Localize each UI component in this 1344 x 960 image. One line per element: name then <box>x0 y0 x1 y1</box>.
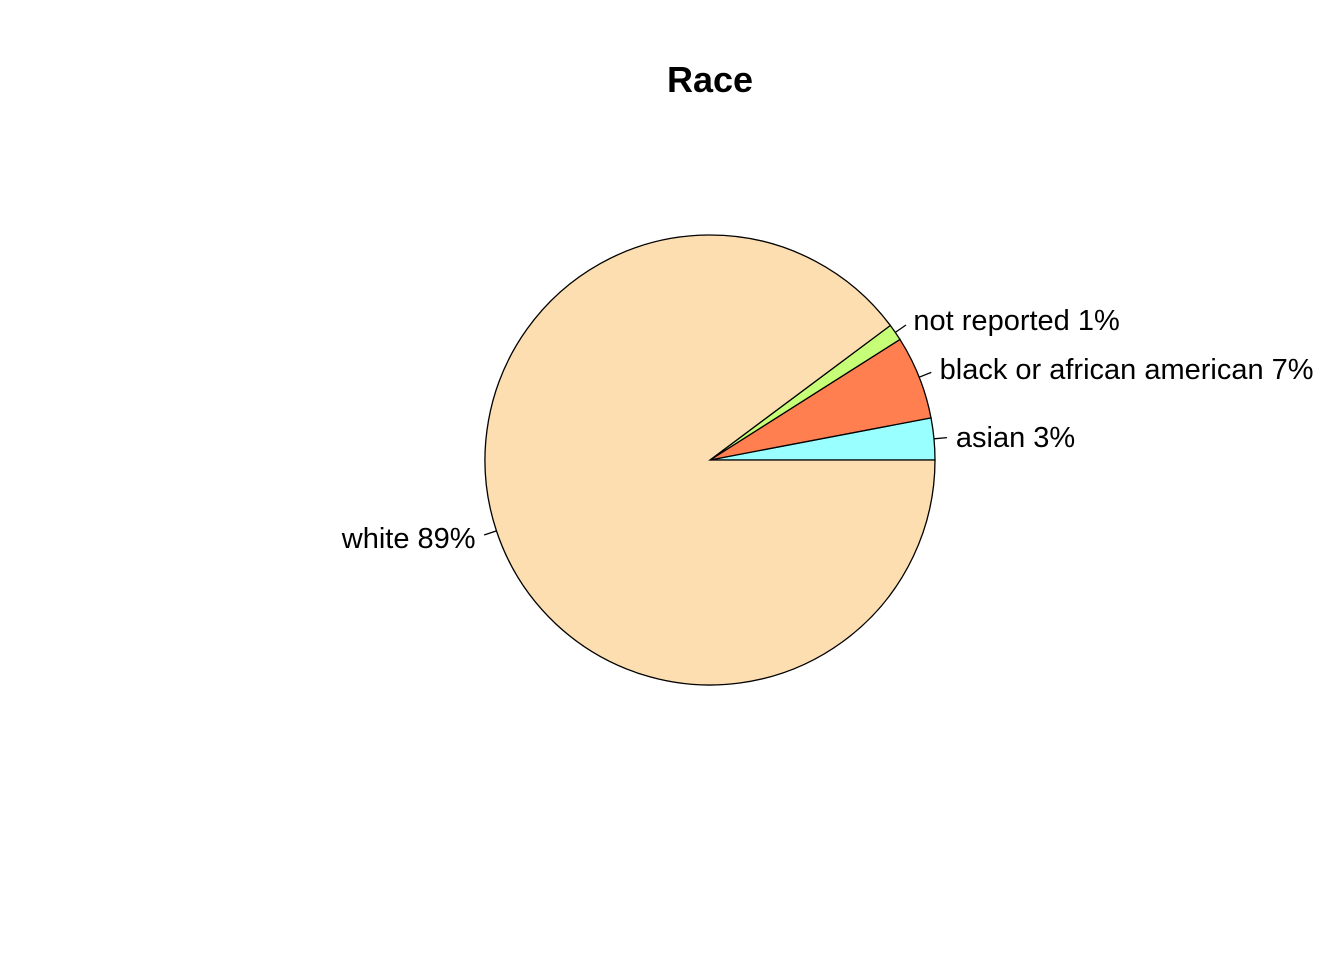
slice-label-1: black or african american 7% <box>940 354 1314 386</box>
slice-label-0: asian 3% <box>956 422 1075 454</box>
pie-slice-3 <box>484 234 936 686</box>
slice-leader-3 <box>483 530 497 536</box>
slice-leader-0 <box>933 436 948 440</box>
slice-labels: asian 3% black or african american 7% not … <box>341 305 1314 555</box>
chart-title: Race <box>667 59 753 100</box>
pie-slices <box>484 234 936 686</box>
slice-label-3: white 89% <box>341 523 476 555</box>
slice-label-2: not reported 1% <box>913 305 1119 337</box>
slice-leader-2 <box>894 324 907 333</box>
label-leaders <box>483 324 948 536</box>
slice-leader-1 <box>918 371 932 378</box>
